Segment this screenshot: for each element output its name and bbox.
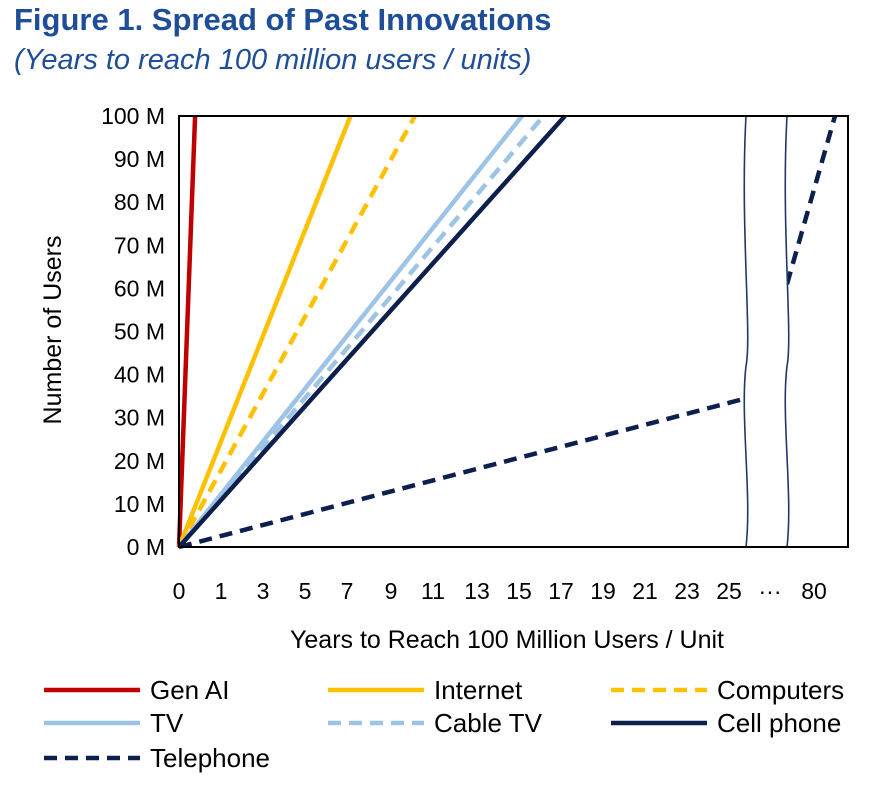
plot-area bbox=[179, 116, 848, 547]
x-axis-ticks: 0 1 3 5 7 9 11 13 15 17 19 21 23 25 ··· 80 bbox=[173, 578, 827, 604]
plot-frame bbox=[178, 115, 849, 548]
tv-line bbox=[177, 114, 524, 549]
chart-subtitle: (Years to reach 100 million users / unit… bbox=[14, 44, 532, 76]
internet-line bbox=[176, 115, 353, 548]
axis-break-right-edge bbox=[784, 115, 790, 548]
y-axis-label: Number of Users bbox=[39, 236, 67, 425]
x-tick-label: 9 bbox=[385, 578, 398, 604]
y-tick-label: 50 M bbox=[114, 319, 165, 345]
computers-line bbox=[177, 114, 417, 549]
legend-label-telephone: Telephone bbox=[150, 743, 270, 773]
y-axis-ticks: 0 M 10 M 20 M 30 M 40 M 50 M 60 M 70 M 80 M 90 M 1… bbox=[101, 103, 165, 560]
legend-label-tv: TV bbox=[150, 708, 184, 738]
x-tick-label: 15 bbox=[506, 578, 532, 604]
x-tick-label: 0 bbox=[173, 578, 186, 604]
y-tick-label: 40 M bbox=[114, 362, 165, 388]
x-tick-label: 23 bbox=[674, 578, 700, 604]
x-tick-label: 17 bbox=[548, 578, 574, 604]
gen-ai-line bbox=[176, 115, 198, 548]
axis-break-left-edge bbox=[743, 115, 749, 548]
y-tick-label: 0 M bbox=[127, 534, 165, 560]
x-tick-label: 11 bbox=[421, 578, 445, 604]
y-tick-label: 60 M bbox=[114, 275, 165, 301]
legend: Gen AI Internet Computers TV Cable TV Cell ph… bbox=[44, 675, 844, 773]
cell-phone-line bbox=[177, 114, 567, 549]
x-tick-label: 80 bbox=[801, 578, 827, 604]
legend-label-internet: Internet bbox=[434, 675, 523, 705]
y-tick-label: 80 M bbox=[114, 189, 165, 215]
x-tick-label: 5 bbox=[299, 578, 312, 604]
y-tick-label: 90 M bbox=[114, 146, 165, 172]
x-tick-label: 21 bbox=[632, 578, 658, 604]
plot-border bbox=[178, 115, 849, 548]
telephone-line-continued bbox=[784, 115, 838, 285]
plot-background bbox=[179, 116, 848, 547]
telephone-line bbox=[178, 396, 747, 550]
axis-break-fill bbox=[744, 116, 789, 547]
x-tick-label: 25 bbox=[716, 578, 742, 604]
y-tick-label: 100 M bbox=[101, 103, 165, 129]
y-tick-label: 30 M bbox=[114, 405, 165, 431]
y-tick-label: 20 M bbox=[114, 448, 165, 474]
x-tick-label: ··· bbox=[759, 578, 782, 604]
x-tick-label: 7 bbox=[341, 578, 354, 604]
x-tick-label: 19 bbox=[590, 578, 616, 604]
y-tick-label: 70 M bbox=[114, 232, 165, 258]
axis-break bbox=[743, 115, 790, 548]
legend-label-cell-phone: Cell phone bbox=[717, 708, 841, 738]
cable-tv-line bbox=[177, 114, 546, 549]
legend-label-cable-tv: Cable TV bbox=[434, 708, 543, 738]
x-tick-label: 13 bbox=[464, 578, 490, 604]
x-axis-label: Years to Reach 100 Million Users / Unit bbox=[290, 626, 724, 654]
chart-title: Figure 1. Spread of Past Innovations bbox=[14, 2, 552, 37]
x-tick-label: 3 bbox=[257, 578, 270, 604]
y-tick-label: 10 M bbox=[114, 491, 165, 517]
legend-label-gen-ai: Gen AI bbox=[150, 675, 230, 705]
series-lines bbox=[176, 114, 838, 550]
x-tick-label: 1 bbox=[215, 578, 228, 604]
legend-label-computers: Computers bbox=[717, 675, 844, 705]
